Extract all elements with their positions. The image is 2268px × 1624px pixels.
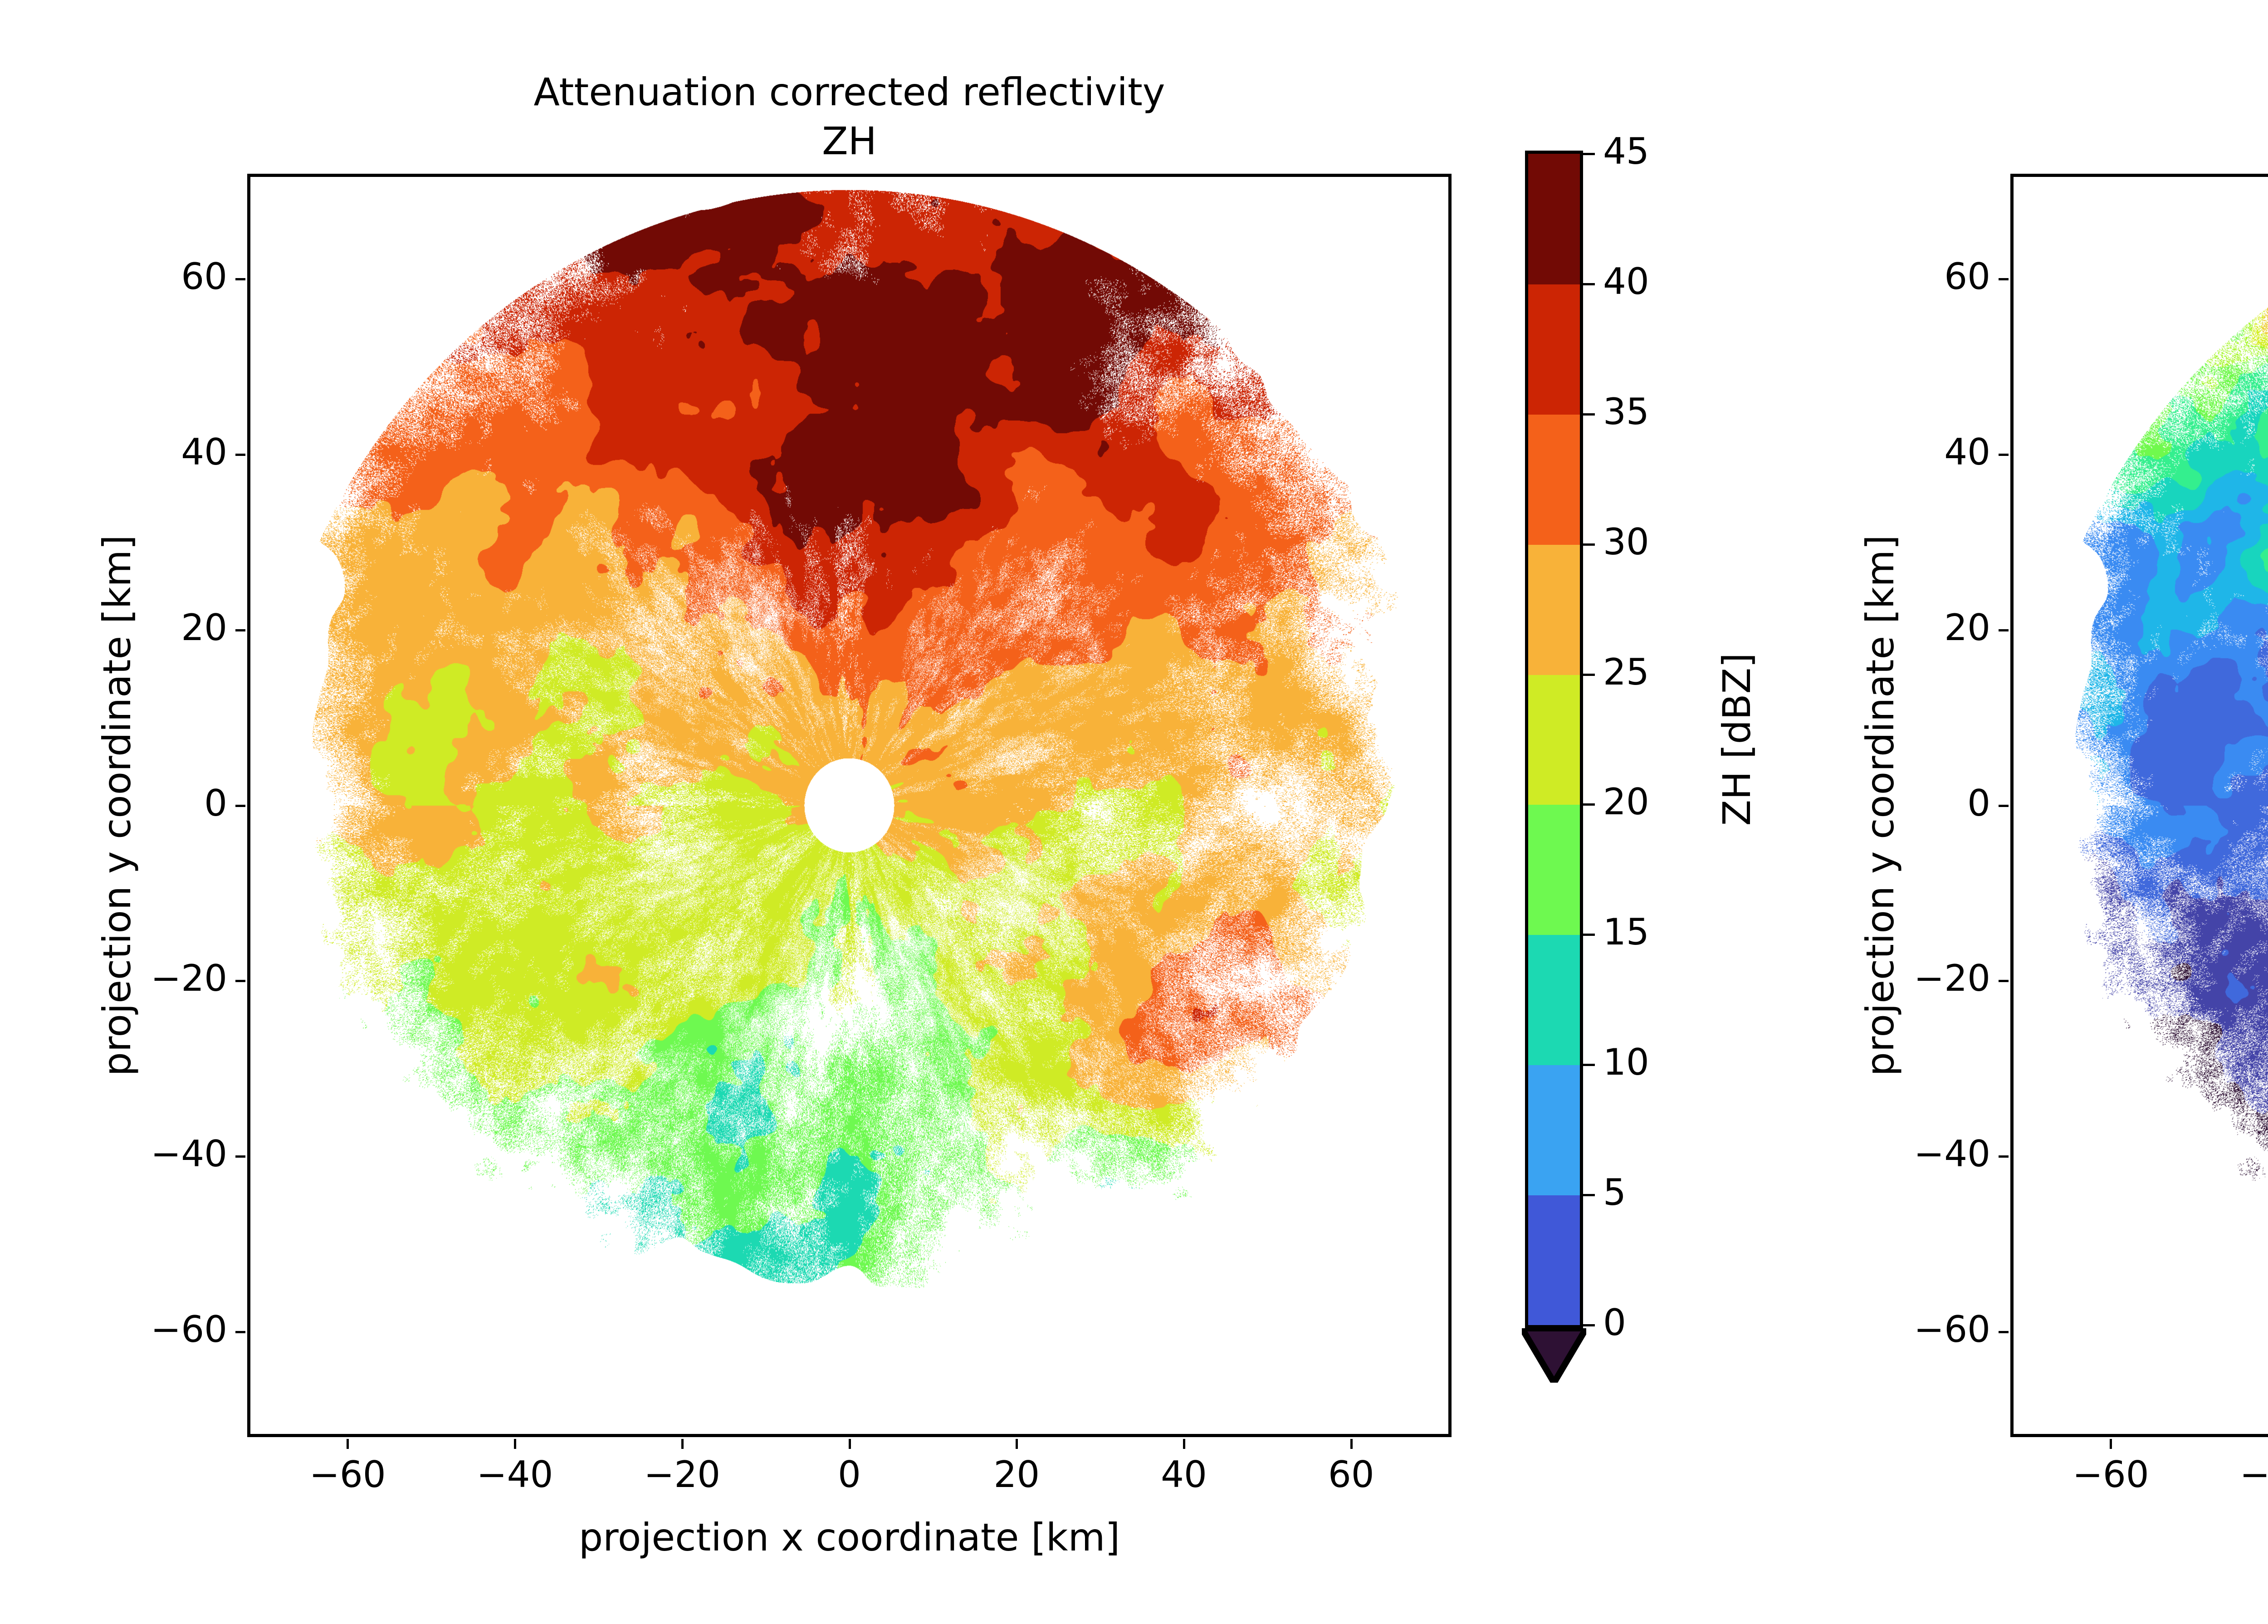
y-tick-label: 40 [181, 430, 227, 473]
colorbar-band [1528, 674, 1580, 805]
colorbar-tick-label: 10 [1603, 1041, 1649, 1084]
x-tick-label: 60 [1328, 1453, 1374, 1496]
colorbar-tick-label: 0 [1603, 1301, 1626, 1344]
y-tick-label: −60 [1914, 1308, 1990, 1350]
x-tick [1183, 1439, 1185, 1449]
plot-area-reflectivity[interactable] [247, 174, 1452, 1437]
y-tick [235, 629, 245, 631]
y-tick [1999, 629, 2009, 631]
y-tick [1999, 980, 2009, 983]
x-tick [848, 1439, 851, 1449]
y-tick [1999, 453, 2009, 456]
y-tick-label: −20 [151, 957, 227, 1000]
x-tick [1016, 1439, 1018, 1449]
x-tick-label: 40 [1161, 1453, 1207, 1496]
colorbar-tick [1583, 1194, 1595, 1197]
y-tick-label: 60 [181, 255, 227, 298]
y-tick-label: 60 [1944, 255, 1990, 298]
colorbar-tick-label: 20 [1603, 781, 1649, 823]
y-tick-label: −20 [1914, 957, 1990, 1000]
colorbar-tick-label: 35 [1603, 390, 1649, 433]
y-tick [235, 804, 245, 807]
x-tick [514, 1439, 516, 1449]
y-tick [1999, 1155, 2009, 1158]
x-tick-label: −60 [309, 1453, 386, 1496]
panel-title-reflectivity: Attenuation corrected reflectivity ZH [533, 70, 1165, 163]
colorbar-band [1528, 934, 1580, 1066]
colorbar-extend-min-arrow [1519, 1325, 1589, 1386]
colorbar-tick [1583, 1064, 1595, 1066]
x-axis-label-left: projection x coordinate [km] [578, 1515, 1120, 1560]
colorbar-tick [1583, 283, 1595, 285]
x-tick-label: −60 [2072, 1453, 2149, 1496]
colorbar-tick [1583, 413, 1595, 416]
colorbar-tick [1583, 1324, 1595, 1326]
colorbar-band [1528, 1065, 1580, 1196]
colorbar-tick-label: 45 [1603, 130, 1649, 172]
y-tick-label: 20 [181, 606, 227, 649]
x-tick [681, 1439, 684, 1449]
y-tick-label: 0 [204, 782, 227, 824]
colorbar-tick-label: 15 [1603, 911, 1649, 954]
x-tick-label: 20 [993, 1453, 1040, 1496]
colorbar-tick-label: 40 [1603, 260, 1649, 303]
colorbar-band [1528, 284, 1580, 415]
x-tick-label: −40 [476, 1453, 553, 1496]
y-tick [235, 980, 245, 983]
y-tick [235, 1155, 245, 1158]
x-tick-label: −40 [2239, 1453, 2268, 1496]
y-tick-label: 0 [1967, 782, 1990, 824]
y-tick-label: −60 [151, 1308, 227, 1350]
colorbar-band [1528, 1195, 1580, 1325]
panel-title-precipitation: Estimated precipitation amount [2010, 117, 2268, 166]
x-tick [1350, 1439, 1353, 1449]
y-tick-label: 40 [1944, 430, 1990, 473]
colorbar-tick-label: 30 [1603, 520, 1649, 563]
radar-image-reflectivity [250, 177, 1448, 1434]
colorbar-tick-label: 5 [1603, 1171, 1626, 1214]
y-tick [1999, 278, 2009, 281]
colorbar-band [1528, 544, 1580, 675]
colorbar-band [1528, 154, 1580, 284]
y-tick [235, 278, 245, 281]
x-tick-label: 0 [838, 1453, 861, 1496]
colorbar-tick-label: 25 [1603, 651, 1649, 693]
y-tick [1999, 804, 2009, 807]
y-tick [1999, 1331, 2009, 1333]
y-tick-label: 20 [1944, 606, 1990, 649]
colorbar-band [1528, 804, 1580, 935]
colorbar-band [1528, 414, 1580, 545]
x-axis-label-right: projection x coordinate [km] [2010, 1515, 2268, 1560]
colorbar-tick [1583, 153, 1595, 155]
y-tick [235, 1331, 245, 1333]
plot-area-precipitation[interactable] [2010, 174, 2268, 1437]
colorbar-label-reflectivity: ZH [dBZ] [1715, 653, 1759, 826]
x-tick-label: −20 [644, 1453, 721, 1496]
colorbar-tick [1583, 803, 1595, 806]
radar-image-precipitation [2014, 177, 2268, 1434]
y-tick-label: −40 [1914, 1133, 1990, 1175]
y-tick-label: −40 [151, 1133, 227, 1175]
x-tick [347, 1439, 349, 1449]
y-tick [235, 453, 245, 456]
colorbar-tick [1583, 673, 1595, 676]
x-tick [2110, 1439, 2112, 1449]
colorbar-reflectivity[interactable] [1525, 151, 1583, 1328]
colorbar-tick [1583, 934, 1595, 936]
colorbar-tick [1583, 543, 1595, 546]
